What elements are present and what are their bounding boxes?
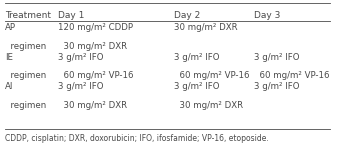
Text: 3 g/m² IFO: 3 g/m² IFO [254,82,299,91]
Text: 3 g/m² IFO: 3 g/m² IFO [58,53,103,62]
Text: Day 1: Day 1 [58,11,84,20]
Text: AP: AP [5,23,16,32]
Text: CDDP, cisplatin; DXR, doxorubicin; IFO, ifosfamide; VP-16, etoposide.: CDDP, cisplatin; DXR, doxorubicin; IFO, … [5,134,268,142]
Text: regimen: regimen [5,42,46,51]
Text: regimen: regimen [5,101,46,110]
Text: 3 g/m² IFO: 3 g/m² IFO [174,82,220,91]
Text: 60 mg/m² VP-16: 60 mg/m² VP-16 [58,71,133,80]
Text: Day 2: Day 2 [174,11,200,20]
Text: 3 g/m² IFO: 3 g/m² IFO [174,53,220,62]
Text: 30 mg/m² DXR: 30 mg/m² DXR [58,101,127,110]
Text: 60 mg/m² VP-16: 60 mg/m² VP-16 [174,71,249,80]
Text: Treatment: Treatment [5,11,51,20]
Text: 30 mg/m² DXR: 30 mg/m² DXR [174,23,238,32]
Text: 3 g/m² IFO: 3 g/m² IFO [254,53,299,62]
Text: 60 mg/m² VP-16: 60 mg/m² VP-16 [254,71,329,80]
Text: 30 mg/m² DXR: 30 mg/m² DXR [58,42,127,51]
Text: AI: AI [5,82,13,91]
Text: 30 mg/m² DXR: 30 mg/m² DXR [174,101,243,110]
Text: regimen: regimen [5,71,46,80]
Text: 3 g/m² IFO: 3 g/m² IFO [58,82,103,91]
Text: 120 mg/m² CDDP: 120 mg/m² CDDP [58,23,133,32]
Text: Day 3: Day 3 [254,11,280,20]
Text: IE: IE [5,53,13,62]
